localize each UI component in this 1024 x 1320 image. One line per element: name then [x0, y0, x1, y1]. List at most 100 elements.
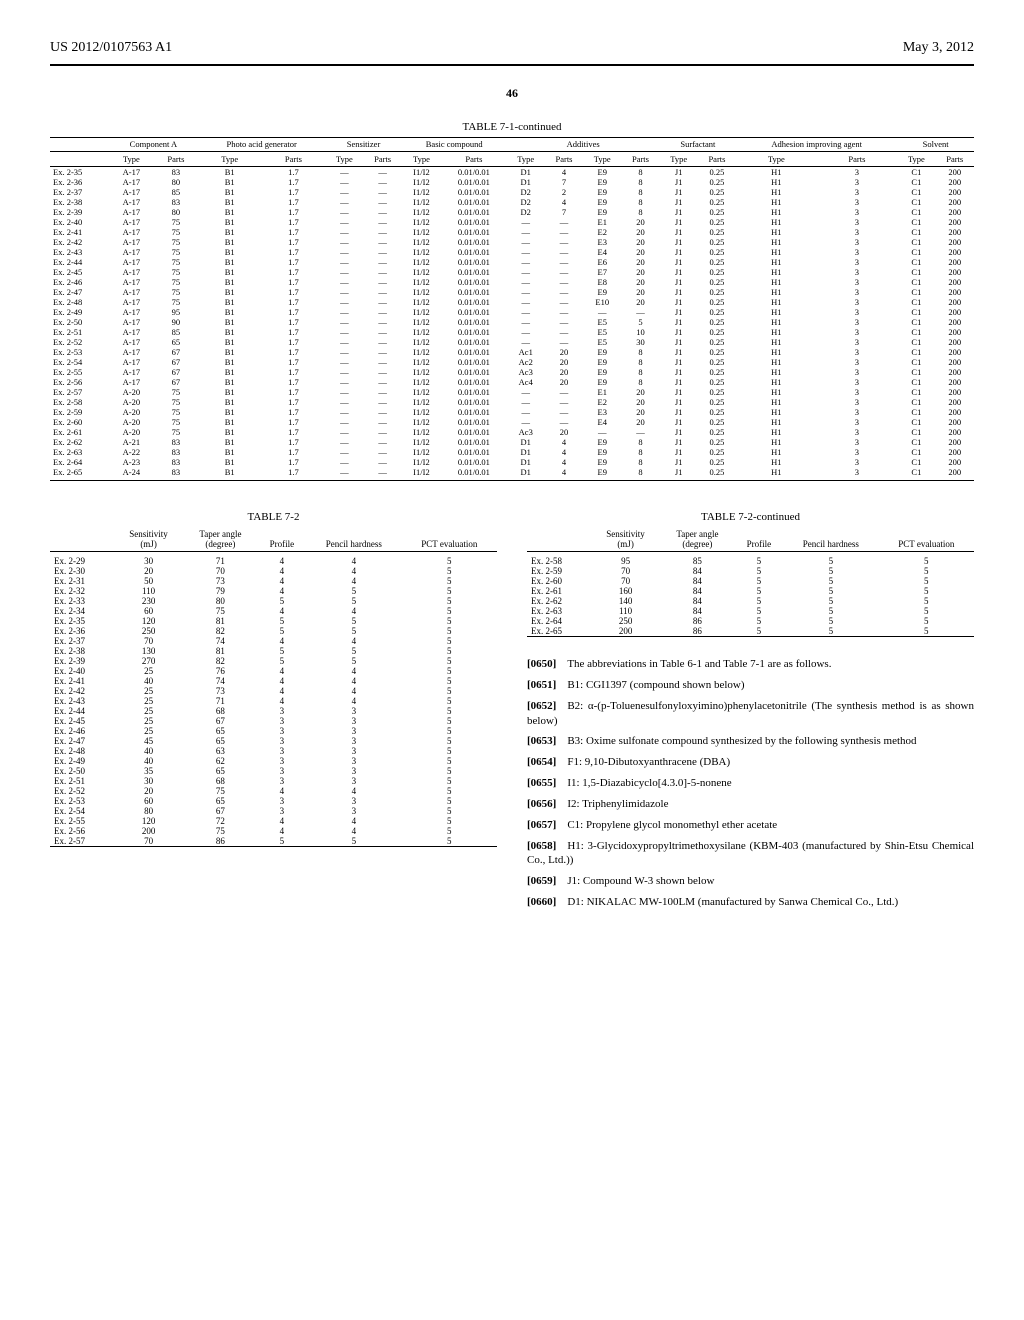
table-7-1-title: TABLE 7-1-continued — [50, 121, 974, 133]
table-cell: — — [507, 307, 545, 317]
table-cell: J1 — [660, 217, 698, 227]
table-cell: 0.25 — [698, 357, 736, 367]
table-cell: E9 — [583, 437, 621, 447]
table-cell: H1 — [736, 237, 816, 247]
table-cell: 75 — [183, 606, 258, 616]
table-cell: Ex. 2-48 — [50, 297, 109, 307]
table-cell: A-17 — [109, 297, 154, 307]
table-cell: A-17 — [109, 317, 154, 327]
col-subheader: Parts — [621, 152, 659, 167]
table-cell: 110 — [114, 586, 183, 596]
table-cell: 0.25 — [698, 437, 736, 447]
table-cell: — — [363, 207, 401, 217]
table-cell: Ac2 — [507, 357, 545, 367]
table-cell: 20 — [114, 786, 183, 796]
table-cell: 80 — [154, 177, 198, 187]
table-cell: B1 — [198, 187, 261, 197]
table-cell: J1 — [660, 267, 698, 277]
table-row: Ex. 2-37A-1785B11.7——I1/I20.01/0.01D22E9… — [50, 187, 974, 197]
table-cell: — — [507, 277, 545, 287]
table-cell: 1.7 — [261, 227, 325, 237]
table-cell: 1.7 — [261, 217, 325, 227]
table-cell: C1 — [897, 387, 935, 397]
table-cell: 3 — [816, 427, 897, 437]
table-cell: 86 — [660, 626, 735, 637]
paragraph-number: [0659] — [527, 875, 567, 887]
table-cell: J1 — [660, 237, 698, 247]
table-cell: 0.01/0.01 — [441, 457, 507, 467]
table-cell: — — [363, 377, 401, 387]
paragraph: [0660] D1: NIKALAC MW-100LM (manufacture… — [527, 895, 974, 910]
table-cell: 3 — [258, 746, 306, 756]
table-cell: 3 — [816, 367, 897, 377]
table-cell: C1 — [897, 167, 935, 178]
table-cell: — — [325, 377, 363, 387]
table-cell: Ex. 2-64 — [50, 457, 109, 467]
table-cell: H1 — [736, 357, 816, 367]
left-column: TABLE 7-2 Sensitivity(mJ)Taper angle(deg… — [50, 511, 497, 916]
table-cell: 0.25 — [698, 167, 736, 178]
table-cell: Ex. 2-64 — [527, 616, 591, 626]
table-row: Ex. 2-35A-1783B11.7——I1/I20.01/0.01D14E9… — [50, 167, 974, 178]
table-cell: 67 — [154, 377, 198, 387]
table-cell: J1 — [660, 337, 698, 347]
table-cell: J1 — [660, 447, 698, 457]
table-cell: J1 — [660, 427, 698, 437]
table-cell: 82 — [183, 626, 258, 636]
table-cell: — — [325, 307, 363, 317]
table-cell: — — [325, 207, 363, 217]
table-cell: 0.25 — [698, 227, 736, 237]
table-cell: 8 — [621, 467, 659, 481]
table-cell: I1/I2 — [402, 347, 441, 357]
table-cell: A-17 — [109, 257, 154, 267]
table-cell: 0.01/0.01 — [441, 177, 507, 187]
table-cell: 83 — [154, 467, 198, 481]
table-cell: H1 — [736, 347, 816, 357]
table-cell: 140 — [591, 596, 660, 606]
table-cell: 80 — [154, 207, 198, 217]
paragraph: [0659] J1: Compound W-3 shown below — [527, 874, 974, 889]
table-cell: C1 — [897, 447, 935, 457]
table-cell: 25 — [114, 706, 183, 716]
table-cell: I1/I2 — [402, 407, 441, 417]
table-cell: 1.7 — [261, 467, 325, 481]
table-cell: E4 — [583, 247, 621, 257]
table-cell: 3 — [816, 377, 897, 387]
table-cell: 0.25 — [698, 217, 736, 227]
table-cell: H1 — [736, 227, 816, 237]
table-cell: Ex. 2-36 — [50, 177, 109, 187]
table-cell: 3 — [816, 357, 897, 367]
table-cell: — — [363, 427, 401, 437]
table-cell: B1 — [198, 327, 261, 337]
table-row: Ex. 2-548067335 — [50, 806, 497, 816]
table-cell: 3 — [816, 307, 897, 317]
table-cell: — — [507, 267, 545, 277]
table-cell: E5 — [583, 337, 621, 347]
table-cell: 3 — [816, 417, 897, 427]
table-cell: Ex. 2-53 — [50, 796, 114, 806]
table-cell: A-17 — [109, 287, 154, 297]
table-cell: E9 — [583, 197, 621, 207]
table-row: Ex. 2-5512072445 — [50, 816, 497, 826]
table-row: Ex. 2-40A-1775B11.7——I1/I20.01/0.01——E12… — [50, 217, 974, 227]
table-cell: 4 — [306, 696, 402, 706]
table-cell: 20 — [621, 387, 659, 397]
table-cell: 8 — [621, 367, 659, 377]
table-cell: C1 — [897, 417, 935, 427]
table-cell: — — [583, 307, 621, 317]
table-cell: 20 — [114, 566, 183, 576]
table-cell: 5 — [783, 576, 879, 586]
table-cell: A-17 — [109, 327, 154, 337]
table-cell: Ex. 2-62 — [50, 437, 109, 447]
table-cell: — — [545, 337, 583, 347]
table-cell: 5 — [402, 686, 497, 696]
table-cell: 200 — [935, 237, 974, 247]
table-cell: Ex. 2-47 — [50, 287, 109, 297]
table-cell: C1 — [897, 197, 935, 207]
table-cell: H1 — [736, 387, 816, 397]
table-cell: 3 — [816, 277, 897, 287]
table-cell: 70 — [114, 636, 183, 646]
table-cell: J1 — [660, 367, 698, 377]
table-cell: A-20 — [109, 407, 154, 417]
table-cell: — — [507, 397, 545, 407]
